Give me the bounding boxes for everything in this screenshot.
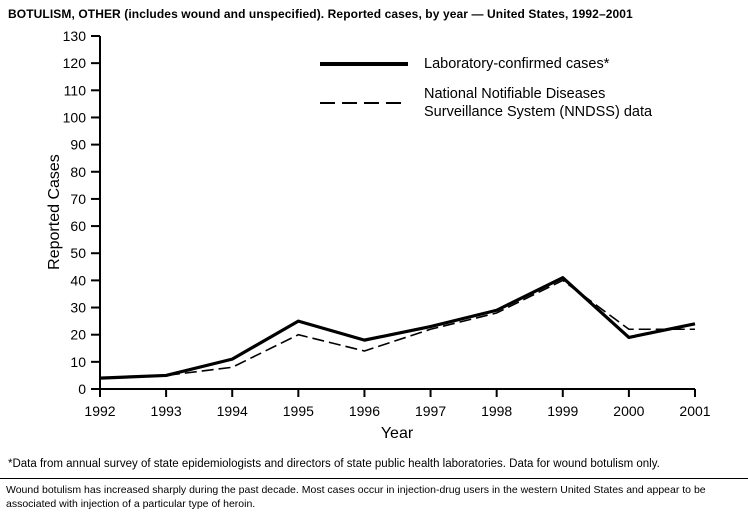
y-tick-label: 90 <box>70 137 86 153</box>
x-tick-label: 1992 <box>84 403 115 419</box>
y-tick-label: 40 <box>70 272 86 288</box>
x-tick-label: 1995 <box>283 403 314 419</box>
y-tick-label: 130 <box>63 28 87 44</box>
y-tick-label: 30 <box>70 300 86 316</box>
y-tick-label: 0 <box>78 381 86 397</box>
x-tick-label: 2001 <box>679 403 710 419</box>
y-tick-label: 10 <box>70 354 86 370</box>
chart-area: 0 10 20 30 40 50 60 70 80 90 100 110 120 130 1992 1993 1… <box>0 22 748 452</box>
legend-label: National Notifiable Diseases Surveillanc… <box>424 85 652 121</box>
x-tick-label: 1993 <box>151 403 182 419</box>
x-tick-label: 1999 <box>547 403 578 419</box>
chart-title: BOTULISM, OTHER (includes wound and unsp… <box>8 7 633 21</box>
x-tick-label: 1996 <box>349 403 380 419</box>
y-tick-label: 50 <box>70 245 86 261</box>
y-tick-label: 60 <box>70 218 86 234</box>
chart-svg: 0 10 20 30 40 50 60 70 80 90 100 110 120 130 1992 1993 1… <box>63 28 711 419</box>
legend-label-line1: National Notifiable Diseases <box>424 86 606 103</box>
y-tick-label: 20 <box>70 327 86 343</box>
x-tick-label: 1998 <box>481 403 512 419</box>
y-tick-label: 120 <box>63 55 87 71</box>
legend-line-dashed-icon <box>320 102 408 105</box>
footnote-asterisk: *Data from annual survey of state epidem… <box>8 458 660 470</box>
legend-label-line2: Surveillance System (NNDSS) data <box>424 104 653 121</box>
x-tick-label: 1994 <box>217 403 248 419</box>
y-tick-label: 80 <box>70 164 86 180</box>
series-line-solid <box>99 276 696 380</box>
footnote-summary: Wound botulism has increased sharply dur… <box>6 484 706 511</box>
x-tick-label: 1997 <box>415 403 446 419</box>
legend-line-solid-icon <box>320 62 408 67</box>
y-tick-label: 110 <box>64 82 87 98</box>
y-tick-label: 70 <box>70 191 86 207</box>
y-tick-label: 100 <box>63 109 87 125</box>
legend-item-nndss: National Notifiable Diseases Surveillanc… <box>320 85 652 121</box>
x-tick-label: 2000 <box>613 403 644 419</box>
series-line-dashed <box>99 279 695 379</box>
x-axis-label: Year <box>380 425 414 442</box>
legend-label: Laboratory-confirmed cases* <box>424 56 610 72</box>
divider <box>0 478 748 479</box>
legend: Laboratory-confirmed cases* National Not… <box>320 55 652 133</box>
legend-item-lab-confirmed: Laboratory-confirmed cases* <box>320 55 652 73</box>
y-axis-label: Reported Cases <box>46 154 63 270</box>
